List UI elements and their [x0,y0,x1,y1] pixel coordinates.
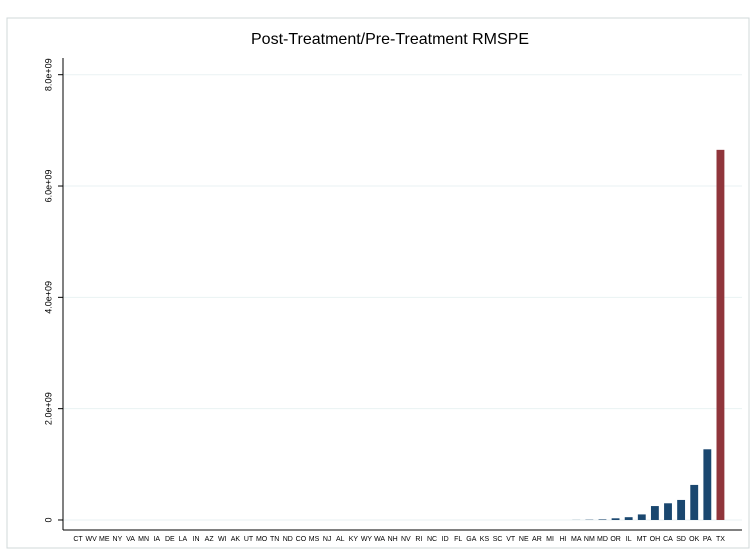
graph-region [6,17,750,549]
y-tick-label: 8.0e+09 [43,58,53,91]
x-tick-label: HI [560,536,567,543]
bar [690,484,699,520]
x-tick-label: AR [532,536,542,543]
x-tick-label: MN [138,536,149,543]
y-tick-label: 6.0e+09 [43,170,53,203]
x-tick-label: MT [637,536,648,543]
y-tick-label: 4.0e+09 [43,281,53,314]
x-tick-label: GA [466,536,476,543]
bar [650,506,659,520]
x-tick-label: WI [218,536,227,543]
x-tick-label: AK [231,536,241,543]
x-tick-label: ND [283,536,293,543]
bar [637,514,646,520]
x-tick-label: AL [336,536,345,543]
bar [664,503,672,520]
x-tick-label: KY [349,536,359,543]
x-tick-label: NC [427,536,437,543]
x-tick-label: KS [480,536,490,543]
x-tick-label: IA [153,536,160,543]
x-tick-label: MS [309,536,320,543]
x-tick-label: NV [401,536,411,543]
x-tick-label: NE [519,536,529,543]
x-tick-label: MD [597,536,608,543]
bar [703,449,712,520]
x-tick-label: NH [388,536,398,543]
chart-title: Post-Treatment/Pre-Treatment RMSPE [251,31,529,48]
bar [716,149,725,520]
x-tick-label: WV [86,536,98,543]
x-tick-label: CO [296,536,307,543]
x-tick-label: NJ [323,536,332,543]
x-tick-label: IN [193,536,200,543]
x-tick-label: SD [676,536,686,543]
x-tick-label: TN [270,536,279,543]
x-tick-label: MI [546,536,554,543]
x-tick-label: OH [650,536,661,543]
x-tick-label: VT [506,536,516,543]
x-tick-label: WA [374,536,385,543]
y-tick-label: 2.0e+09 [43,392,53,425]
x-tick-label: WY [361,536,373,543]
x-tick-label: IL [626,536,632,543]
x-tick-label: CA [663,536,673,543]
x-tick-label: CT [73,536,83,543]
x-tick-label: OK [689,536,699,543]
x-tick-label: MA [571,536,582,543]
x-tick-label: LA [179,536,188,543]
x-tick-label: MO [256,536,268,543]
x-tick-label: ID [442,536,449,543]
x-tick-label: AZ [205,536,215,543]
x-tick-label: VA [126,536,135,543]
x-tick-label: RI [415,536,422,543]
x-tick-label: ME [99,536,110,543]
x-tick-label: UT [244,536,254,543]
x-tick-label: NY [113,536,123,543]
x-tick-label: SC [493,536,503,543]
x-tick-label: PA [703,536,712,543]
bar [677,499,686,520]
x-tick-label: NM [584,536,595,543]
x-tick-label: TX [716,536,725,543]
bar [624,517,633,520]
bar [611,518,620,520]
x-tick-label: FL [454,536,462,543]
y-tick-label: 0 [43,517,53,522]
x-tick-label: DE [165,536,175,543]
bar [598,519,607,520]
x-tick-label: OR [610,536,621,543]
